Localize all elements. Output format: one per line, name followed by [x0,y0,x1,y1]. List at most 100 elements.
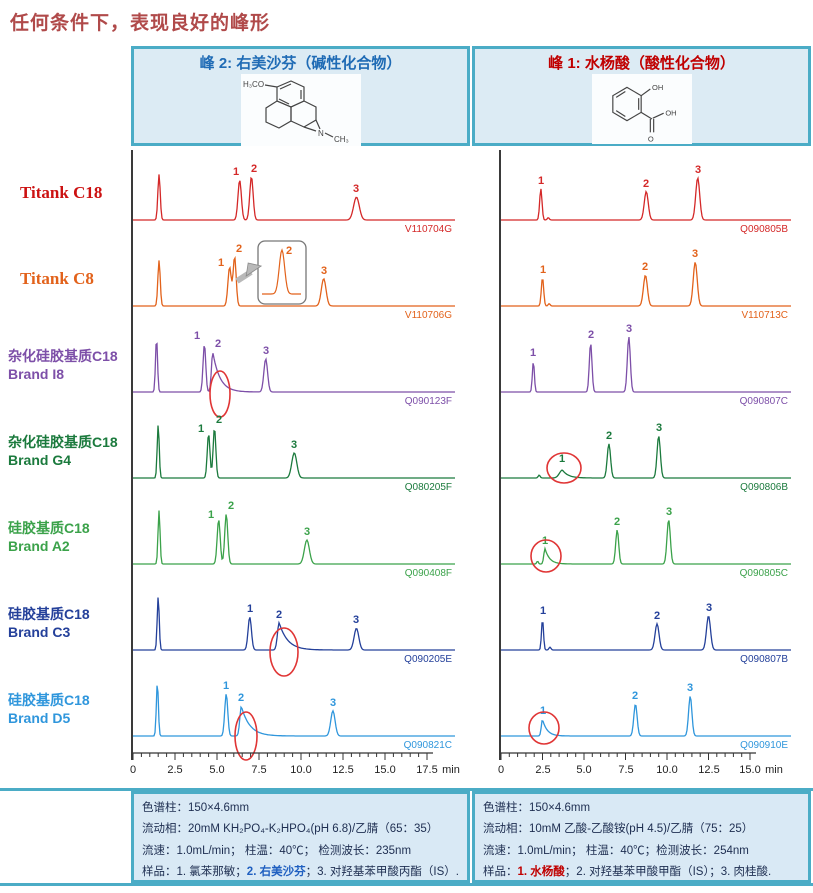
column-label: 杂化硅胶基质C18 Brand I8 [0,322,131,408]
chromatogram-trace-svg: 1 2 3 V110713C [501,248,791,321]
chromatogram-row: Titank C18 1 2 3 V110704G 1 2 3 Q090805B [0,150,791,236]
x-tick-label: 7.5 [618,764,633,776]
peak-label: 1 [540,264,546,276]
run-id-label: V110704G [405,224,452,235]
peak-label: 3 [626,323,632,335]
run-id-label: Q090806B [740,482,788,493]
panel-gap [455,408,499,494]
carboxyl-oh-label: OH [665,109,676,118]
chromatogram-row: 硅胶基质C18 Brand C3 1 2 3 Q090205E 1 2 3 Q090807B [0,580,791,677]
chromatogram-trace-svg: 1 2 3 Q090205E [133,597,455,677]
condition-line: 流动相：20mM KH₂PO₄-K₂HPO₄(pH 6.8)/乙腈（65：35） [142,823,439,836]
column-label-line: 杂化硅胶基质C18 [8,347,118,364]
panel-gap [455,322,499,408]
x-tick-label: 15.0 [739,764,760,776]
column-label-line: Brand G4 [8,452,72,468]
run-id-label: Q090910E [740,740,788,751]
peak-label: 3 [687,682,693,694]
peak-label: 2 [238,692,244,704]
chromatogram-panel: 1 2 3 Q090408F [131,494,455,580]
header-box-dextromethorphan: 峰 2: 右美沙芬（碱性化合物） H₃CO N CH₃ [131,46,470,146]
peak-label: 1 [530,347,536,359]
zoom-inset: 2 [235,240,307,305]
condition-line: 色谱柱：150×4.6mm [142,802,250,814]
peak-label: 2 [216,414,222,426]
page-title: 任何条件下，表现良好的峰形 [10,13,271,34]
x-axis-unit: min [442,764,460,776]
conditions-section: 色谱柱：150×4.6mm 流动相：20mM KH₂PO₄-K₂HPO₄(pH 6… [0,788,813,886]
problem-peak-circle [528,711,560,745]
run-id-label: Q090805B [740,224,788,235]
peak-label: 2 [642,261,648,273]
run-id-label: Q090408F [405,568,452,579]
x-tick-label: 5.0 [209,764,224,776]
peak-label: 2 [654,610,660,622]
chromatogram-trace-svg: 1 2 3 Q090805B [501,164,791,235]
run-id-label: Q090807B [740,654,788,665]
problem-peak-circle [530,539,562,573]
run-id-label: V110706G [405,310,452,321]
run-id-label: Q090805C [740,568,788,579]
conditions-box-right: 色谱柱：150×4.6mm 流动相：10mM 乙酸-乙酸铵(pH 4.5)/乙腈（… [472,791,811,883]
x-tick-label: 7.5 [251,764,266,776]
sample-pre: 样品： [483,865,518,878]
peak-label: 3 [692,248,698,260]
chromatogram-panel: 1 2 3 V110704G [131,150,455,236]
peak-label: 1 [198,423,204,435]
sample-post: ；3. 对羟基苯甲酸丙酯（IS）. [305,865,459,878]
chromatogram-panel: 1 2 3 Q080205F [131,408,455,494]
peak-label: 1 [540,705,546,717]
n-methyl-label: CH₃ [334,135,349,144]
x-tick-label: 5.0 [576,764,591,776]
carbonyl-o-label: O [647,135,653,144]
chromatogram-trace-svg: 1 2 3 Q090910E [501,682,791,751]
peak-label: 1 [223,680,229,692]
peak-label: 3 [706,602,712,614]
divider-line-bottom [0,883,813,886]
salicylic-acid-structure: OH OH O [591,74,692,144]
sample-highlight: 2. 右美沙芬 [246,865,306,878]
peak-label: 2 [236,243,242,255]
column-label-line: Titank C8 [20,268,94,288]
problem-peak-circle [546,452,582,484]
run-id-label: Q080205F [405,482,452,493]
chromatogram-row: 杂化硅胶基质C18 Brand G4 1 2 3 Q080205F 1 2 3 Q090806B [0,408,791,494]
condition-line: 色谱柱：150×4.6mm [483,802,591,814]
peak-label: 3 [304,526,310,538]
run-id-label: Q090123F [405,396,452,407]
peak-label: 3 [321,265,327,277]
peak-label: 2 [632,690,638,702]
panel-gap [455,580,499,666]
peak-label: 1 [247,603,253,615]
chromatogram-panel: 1 2 3 Q090805C [499,494,791,580]
run-id-label: V110713C [741,310,788,321]
peak-label: 3 [666,506,672,518]
peak-label: 2 [251,163,257,175]
column-label-line: 杂化硅胶基质C18 [8,433,118,450]
compound-headers: 峰 2: 右美沙芬（碱性化合物） H₃CO N CH₃ [131,46,811,146]
sample-line: 样品：1. 水杨酸；2. 对羟基苯甲酸甲酯（IS）；3. 肉桂酸. [483,862,800,883]
panel-gap [455,666,499,752]
chromatogram-trace-svg: 12 3 Q090821C [133,680,455,761]
chromatogram-trace-svg: 1 2 3 Q090807C [501,323,791,407]
header-box-salicylic-acid: 峰 1: 水杨酸（酸性化合物） OH OH O [472,46,811,146]
panel-gap [455,150,499,236]
column-label-line: 硅胶基质C18 [8,691,90,708]
arrow-icon [245,262,263,277]
divider-line-top [0,788,813,791]
chromatogram-panel: 1 2 3 Q090807B [499,580,791,666]
x-tick-label: 0 [498,764,504,776]
chromatogram-panel: 1 2 3 Q090821C [131,666,455,761]
chromatogram-trace-svg: 1 2 3 Q090807B [501,602,791,665]
peak-label: 1 [559,453,565,465]
peak-label: 1 [540,605,546,617]
inset-peak-label: 2 [286,245,292,257]
column-label-line: 硅胶基质C18 [8,519,90,536]
chromatogram-row: 硅胶基质C18 Brand A2 1 2 3 Q090408F 1 2 3 Q090805C [0,494,791,580]
nitrogen-label: N [318,129,324,138]
chromatogram-panel: 1 2 3 Q090807C [499,322,791,408]
panel-gap [455,494,499,580]
column-label: Titank C8 [0,236,131,322]
peak-label: 3 [353,614,359,626]
